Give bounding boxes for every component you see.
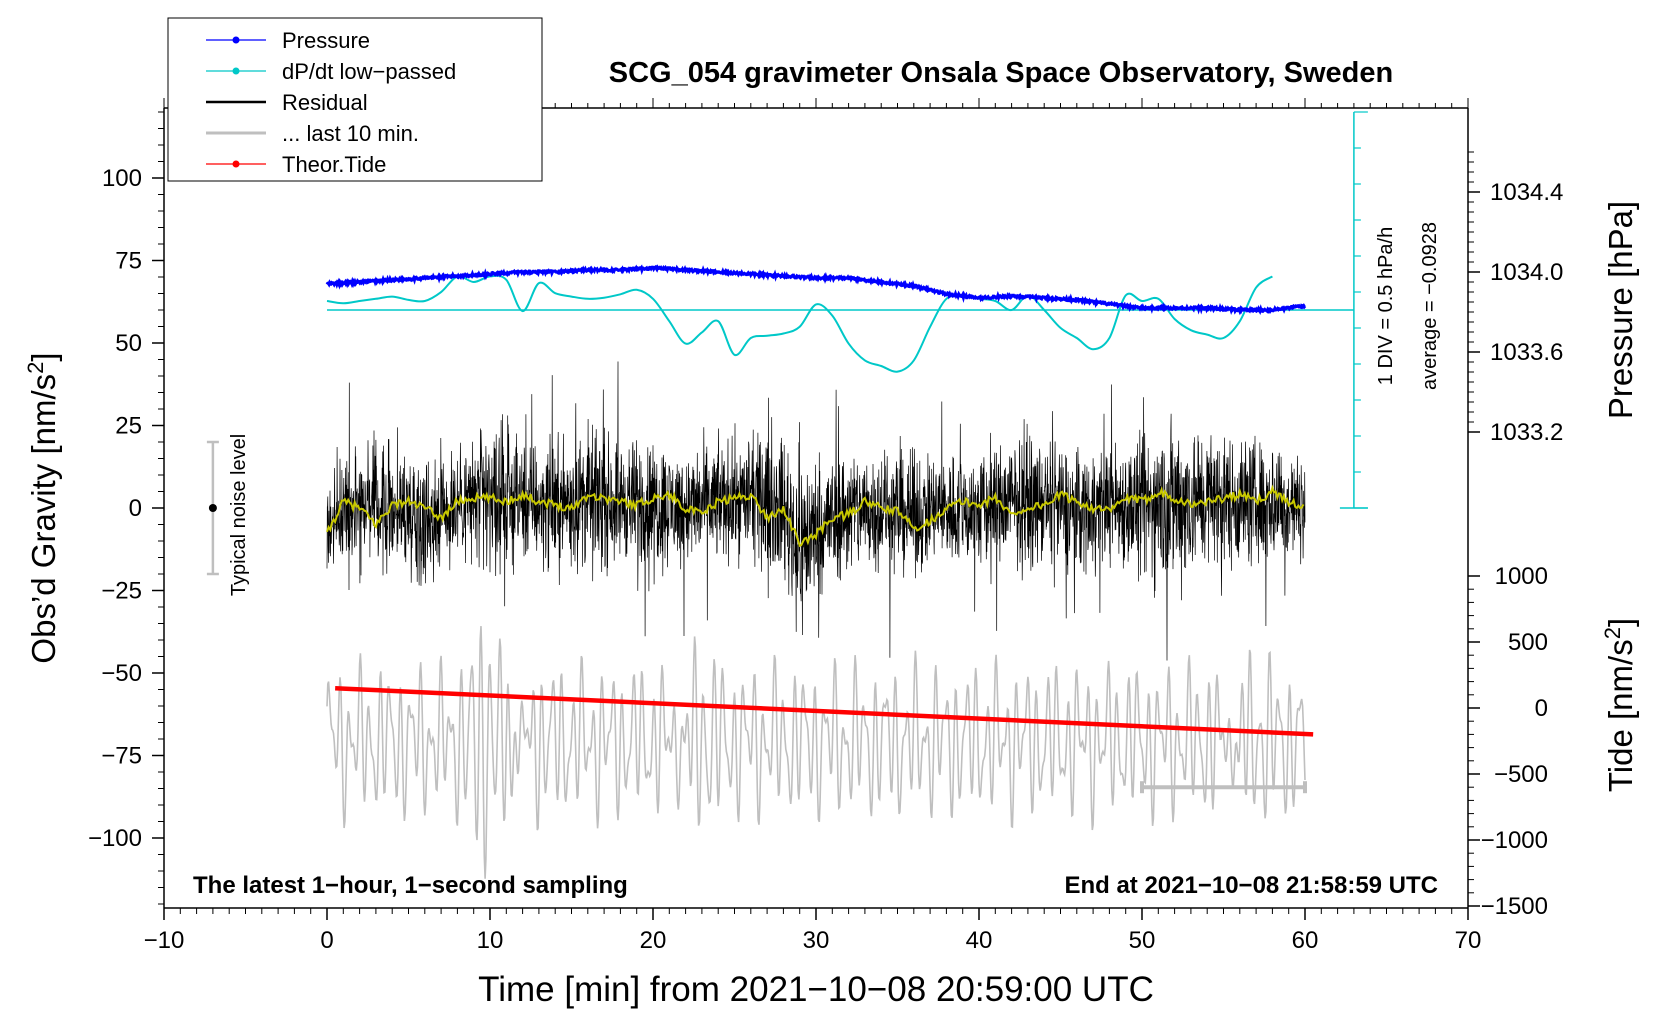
y-tick-label-tide: 500 — [1508, 629, 1548, 656]
y-tick-label-pressure: 1034.4 — [1490, 179, 1563, 206]
y-tick-label-pressure: 1033.2 — [1490, 419, 1563, 446]
legend-label: ... last 10 min. — [282, 121, 419, 146]
residual-series — [326, 361, 1306, 661]
y-tick-label-gravity: −25 — [101, 578, 142, 605]
y-tick-label-gravity: 25 — [115, 413, 142, 440]
x-tick-label: 10 — [477, 927, 504, 954]
residual-smoothed-line — [326, 484, 1305, 548]
pressure-series — [325, 264, 1307, 316]
y-axis-label-gravity: Obs’d Gravity [nm/s2] — [23, 352, 62, 663]
footer-right-text: End at 2021−10−08 21:58:59 UTC — [1064, 872, 1438, 899]
x-tick-label: 30 — [803, 927, 830, 954]
legend-label: Residual — [282, 90, 368, 115]
y-tick-label-tide: 1000 — [1495, 563, 1548, 590]
legend-swatch-marker — [232, 160, 240, 168]
legend: Pressure dP/dt low−passed Residual ... last… — [167, 17, 543, 182]
residual-line — [326, 361, 1306, 661]
noise-bar-dot — [208, 504, 217, 512]
legend-item: Theor.Tide — [206, 152, 386, 177]
chart-title: SCG_054 gravimeter Onsala Space Observat… — [609, 57, 1393, 89]
annotations — [206, 111, 1368, 794]
legend-item: Pressure — [206, 28, 370, 53]
legend-swatch-marker — [232, 36, 240, 44]
y-tick-label-pressure: 1034.0 — [1490, 259, 1563, 286]
legend-item: Residual — [206, 90, 368, 115]
y-axis-label-pressure: Pressure [hPa] — [1602, 201, 1639, 419]
legend-item: ... last 10 min. — [206, 121, 419, 146]
legend-label: Pressure — [282, 28, 370, 53]
div-scale-label: 1 DIV = 0.5 hPa/h — [1375, 227, 1397, 385]
x-tick-label: 20 — [640, 927, 667, 954]
pressure-line — [325, 264, 1307, 316]
axes: −10 0 10 20 30 40 50 60 701007550250−25−50−75−10… — [88, 98, 1563, 954]
average-label: average = −0.0928 — [1419, 222, 1441, 390]
y-tick-label-gravity: 50 — [115, 330, 142, 357]
legend-label: dP/dt low−passed — [282, 59, 456, 84]
y-tick-label-tide: −500 — [1494, 761, 1548, 788]
x-axis-label: Time [min] from 2021−10−08 20:59:00 UTC — [478, 970, 1154, 1009]
x-tick-label: −10 — [144, 927, 185, 954]
y-tick-label-tide: −1500 — [1481, 893, 1548, 920]
y-tick-label-gravity: −75 — [101, 743, 142, 770]
noise-level-label: Typical noise level — [228, 434, 250, 596]
y-axis-label-tide: Tide [nm/s2] — [1600, 618, 1639, 792]
x-tick-label: 40 — [966, 927, 993, 954]
x-tick-label: 0 — [320, 927, 333, 954]
y-tick-label-tide: 0 — [1535, 695, 1548, 722]
x-tick-label: 70 — [1455, 927, 1482, 954]
legend-swatch-marker — [232, 67, 240, 75]
y-tick-label-gravity: −100 — [88, 825, 142, 852]
y-tick-label-gravity: −50 — [101, 660, 142, 687]
theor-tide-series — [335, 685, 1314, 737]
footer-left-text: The latest 1−hour, 1−second sampling — [193, 872, 628, 899]
legend-box — [167, 17, 543, 182]
x-tick-label: 60 — [1292, 927, 1319, 954]
theor-tide-line — [335, 685, 1314, 737]
x-tick-label: 50 — [1129, 927, 1156, 954]
y-tick-label-gravity: 75 — [115, 248, 142, 275]
legend-item: dP/dt low−passed — [206, 59, 456, 84]
legend-label: Theor.Tide — [282, 152, 386, 177]
y-tick-label-tide: −1000 — [1481, 827, 1548, 854]
y-tick-label-gravity: 100 — [102, 165, 142, 192]
residual-smoothed-series — [326, 484, 1305, 548]
y-tick-label-gravity: 0 — [129, 495, 142, 522]
y-tick-label-pressure: 1033.6 — [1490, 339, 1563, 366]
